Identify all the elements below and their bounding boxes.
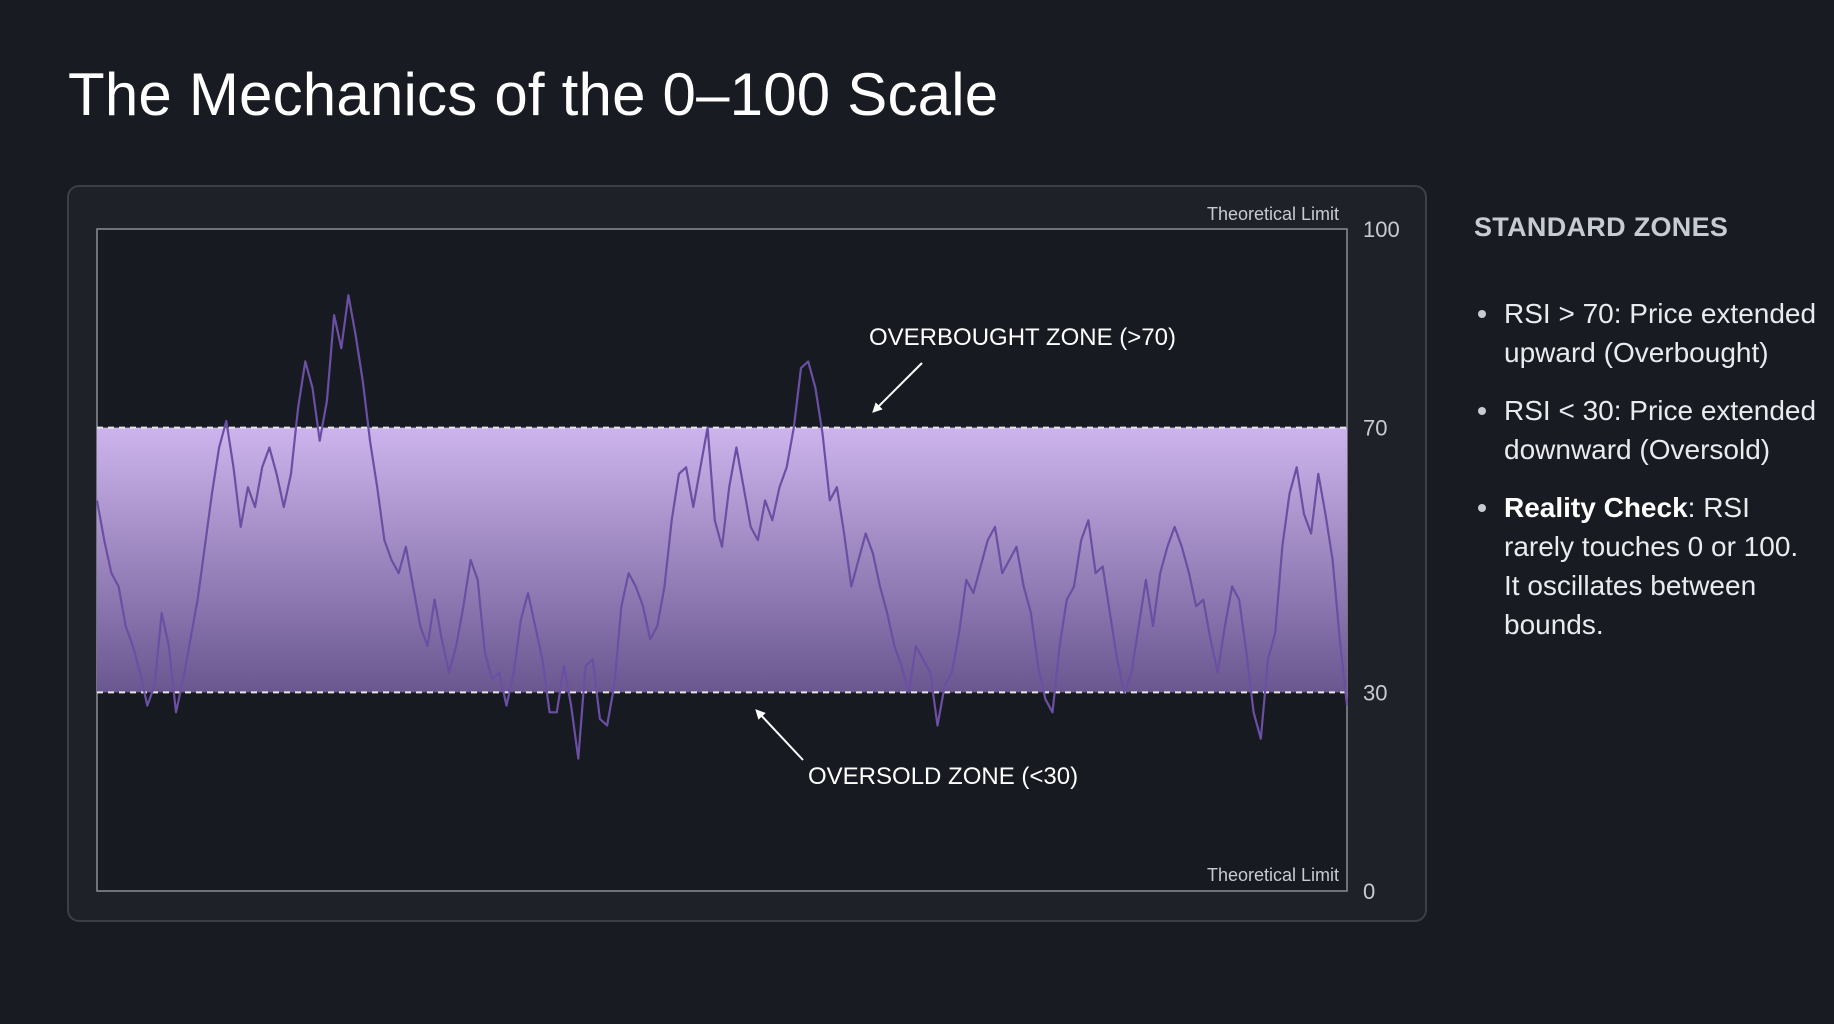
oversold-arrow [755, 709, 804, 761]
y-tick-label-30: 30 [1363, 680, 1387, 705]
standard-zones-heading: STANDARD ZONES [1474, 212, 1729, 242]
y-tick-label-0: 0 [1363, 879, 1375, 904]
bullet-dot-icon [1478, 407, 1486, 415]
bullet-dot-icon [1478, 504, 1486, 512]
bullet-overbought: RSI > 70: Price extended upward (Overbou… [1478, 294, 1818, 372]
overbought-zone-label: OVERBOUGHT ZONE (>70) [869, 324, 1176, 351]
bullet-text: RSI < 30: Price extended downward (Overs… [1504, 395, 1817, 465]
slide-title: The Mechanics of the 0–100 Scale [68, 61, 999, 128]
bullet-oversold: RSI < 30: Price extended downward (Overs… [1478, 391, 1818, 469]
bottom-limit-label: Theoretical Limit [1207, 865, 1339, 885]
rsi-chart-panel: Theoretical Limit Theoretical Limit 100 … [67, 185, 1427, 922]
oversold-zone-label: OVERSOLD ZONE (<30) [808, 763, 1078, 790]
overbought-arrow [872, 362, 923, 413]
y-tick-label-70: 70 [1363, 416, 1387, 441]
rsi-series-line [95, 294, 1349, 760]
zones-bullet-list: RSI > 70: Price extended upward (Overbou… [1478, 294, 1818, 663]
y-tick-label-100: 100 [1363, 217, 1400, 242]
rsi-chart: Theoretical Limit Theoretical Limit 100 … [95, 204, 1400, 904]
bullet-reality-check: Reality Check: RSI rarely touches 0 or 1… [1478, 488, 1818, 644]
neutral-zone-band [97, 427, 1347, 693]
bullet-bold-text: Reality Check [1504, 492, 1688, 523]
bullet-dot-icon [1478, 310, 1486, 318]
bullet-text: RSI > 70: Price extended upward (Overbou… [1504, 298, 1817, 368]
top-limit-label: Theoretical Limit [1207, 204, 1339, 224]
bullet-text: : RSI rarely touches 0 or 100. It oscill… [1504, 492, 1799, 640]
